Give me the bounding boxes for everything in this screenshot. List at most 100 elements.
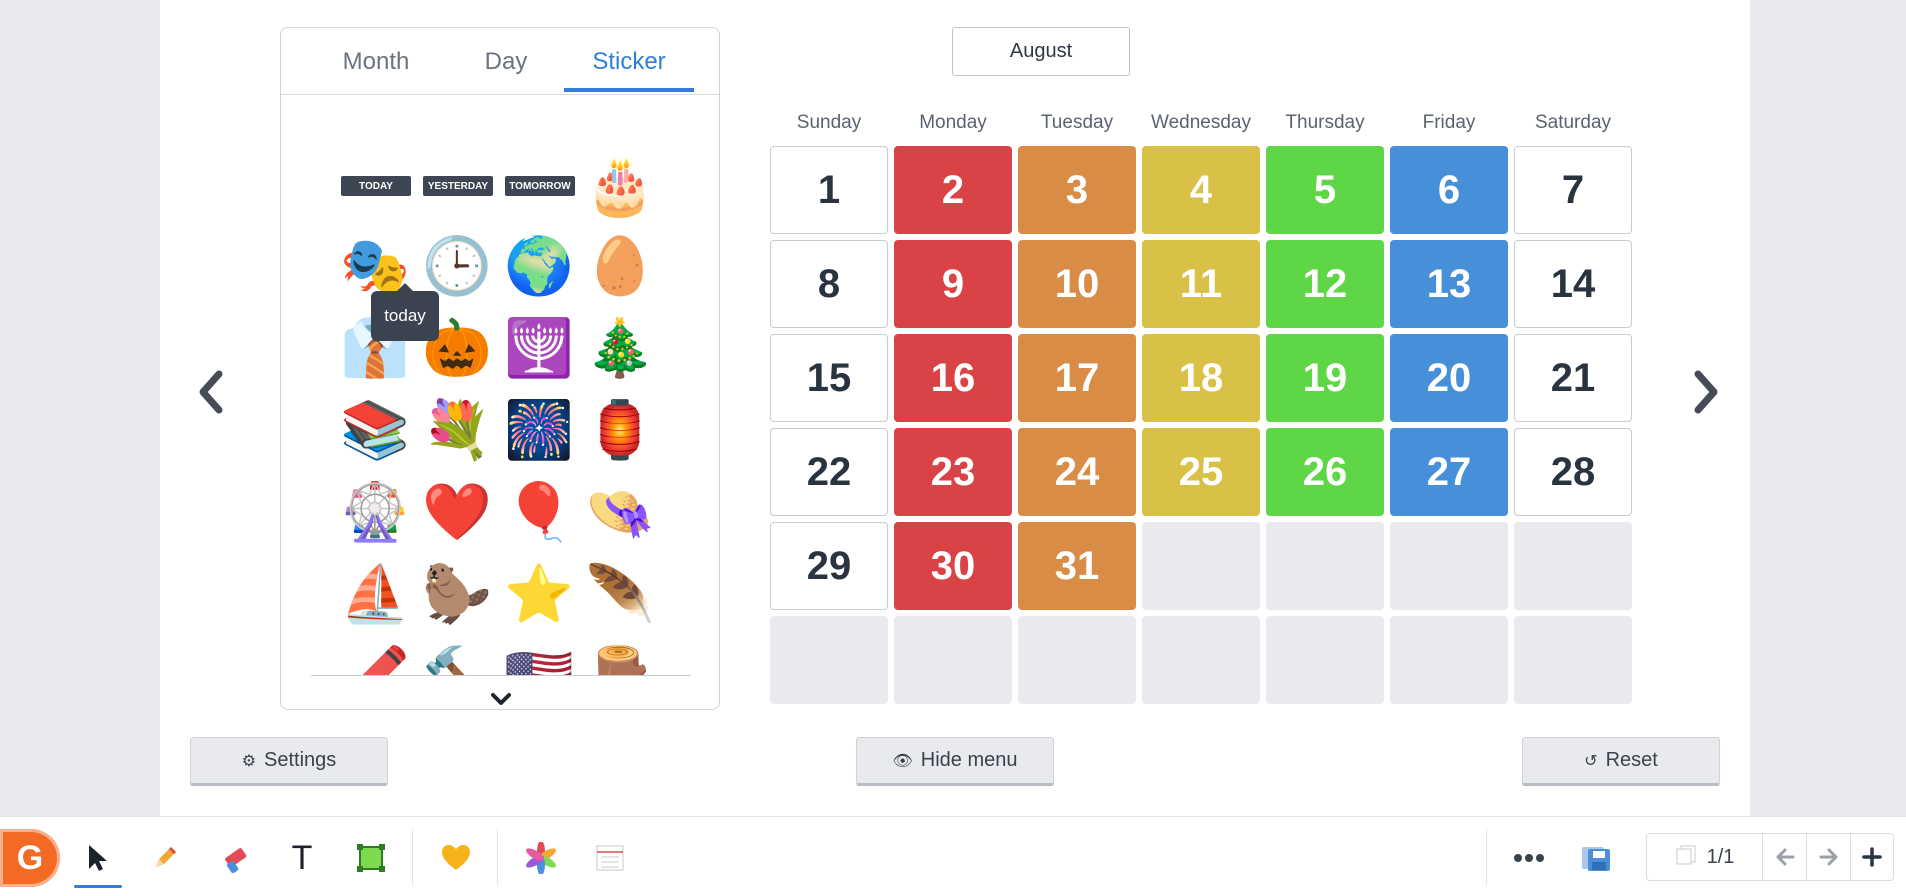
day-cell[interactable]: 20 — [1390, 334, 1508, 422]
app-logo[interactable]: G — [0, 829, 60, 887]
save-icon[interactable] — [1573, 835, 1619, 881]
settings-button[interactable]: ⚙ Settings — [190, 737, 388, 786]
sticker-tomorrow-chip[interactable]: TOMORROW — [505, 176, 575, 196]
empty-day-cell[interactable] — [1018, 616, 1136, 704]
empty-day-cell[interactable] — [1514, 616, 1632, 704]
day-cell[interactable]: 8 — [770, 240, 888, 328]
day-cell[interactable]: 7 — [1514, 146, 1632, 234]
books-sticker[interactable]: 📚 — [340, 398, 410, 461]
pointer-icon[interactable] — [75, 835, 121, 881]
lantern-sticker[interactable]: 🏮 — [585, 398, 655, 461]
empty-day-cell[interactable] — [1266, 522, 1384, 610]
tab-sticker[interactable]: Sticker — [592, 48, 666, 75]
balloons-100-sticker[interactable]: 🎈 — [504, 480, 574, 543]
sticker-yesterday-chip[interactable]: YESTERDAY — [423, 176, 493, 196]
settings-label: Settings — [264, 749, 337, 771]
star-sticker[interactable]: ⭐ — [504, 562, 574, 625]
day-cell[interactable]: 30 — [894, 522, 1012, 610]
day-cell[interactable]: 5 — [1266, 146, 1384, 234]
month-selector[interactable]: August — [952, 27, 1130, 76]
menorah-sticker[interactable]: 🕎 — [504, 316, 574, 379]
day-cell[interactable]: 2 — [894, 146, 1012, 234]
day-cell[interactable]: 10 — [1018, 240, 1136, 328]
firework-sticker[interactable]: 🎆 — [504, 398, 574, 461]
bottom-toolbar: G T — [0, 816, 1906, 896]
day-cell[interactable]: 17 — [1018, 334, 1136, 422]
page-indicator[interactable]: 1/1 — [1647, 834, 1763, 880]
shape-tool-icon[interactable] — [348, 835, 394, 881]
eraser-icon[interactable] — [212, 835, 258, 881]
reset-icon: ↺ — [1584, 752, 1598, 770]
day-cell[interactable]: 21 — [1514, 334, 1632, 422]
weekday-header-wednesday: Wednesday — [1151, 112, 1251, 133]
day-cell[interactable]: 4 — [1142, 146, 1260, 234]
birthday-cake-sticker[interactable]: 🎂 — [585, 154, 655, 217]
flag-sticker[interactable]: 🇺🇸 — [504, 644, 574, 676]
day-cell[interactable]: 27 — [1390, 428, 1508, 516]
notepad-icon[interactable] — [587, 835, 633, 881]
hide-menu-button[interactable]: 👁 Hide menu — [856, 737, 1054, 786]
day-cell[interactable]: 26 — [1266, 428, 1384, 516]
sticker-heart-icon[interactable] — [433, 835, 479, 881]
day-cell[interactable]: 9 — [894, 240, 1012, 328]
day-cell[interactable]: 19 — [1266, 334, 1384, 422]
day-cell[interactable]: 22 — [770, 428, 888, 516]
bouquet-sticker[interactable]: 💐 — [422, 398, 492, 461]
globe-sticker[interactable]: 🌍 — [504, 234, 574, 297]
more-options-icon[interactable] — [1506, 835, 1552, 881]
color-wheel-icon[interactable] — [518, 835, 564, 881]
day-cell[interactable]: 1 — [770, 146, 888, 234]
log-sticker[interactable]: 🪵 — [585, 644, 655, 676]
day-cell[interactable]: 28 — [1514, 428, 1632, 516]
christmas-tree-sticker[interactable]: 🎄 — [585, 316, 655, 379]
weekday-header-saturday: Saturday — [1534, 112, 1612, 133]
day-cell[interactable]: 11 — [1142, 240, 1260, 328]
next-page-button[interactable] — [1807, 834, 1851, 880]
empty-day-cell[interactable] — [1390, 522, 1508, 610]
reset-button[interactable]: ↺ Reset — [1522, 737, 1720, 786]
empty-day-cell[interactable] — [1142, 616, 1260, 704]
heart-sticker[interactable]: ❤️ — [422, 480, 492, 543]
empty-day-cell[interactable] — [1390, 616, 1508, 704]
day-cell[interactable]: 14 — [1514, 240, 1632, 328]
day-cell[interactable]: 31 — [1018, 522, 1136, 610]
easter-egg-sticker[interactable]: 🥚 — [585, 234, 655, 297]
empty-day-cell[interactable] — [1266, 616, 1384, 704]
sticker-today-chip[interactable]: TODAY — [341, 176, 411, 196]
ship-sticker[interactable]: ⛵ — [340, 562, 410, 625]
toolbar-divider — [497, 829, 498, 885]
active-tab-indicator — [564, 88, 694, 92]
ferris-wheel-sticker[interactable]: 🎡 — [340, 480, 410, 543]
clock-sticker[interactable]: 🕒 — [422, 234, 492, 297]
empty-day-cell[interactable] — [770, 616, 888, 704]
day-cell[interactable]: 12 — [1266, 240, 1384, 328]
day-cell[interactable]: 13 — [1390, 240, 1508, 328]
groundhog-sticker[interactable]: 🦫 — [422, 562, 492, 625]
crayons-sticker[interactable]: 🖍️ — [340, 644, 410, 676]
previous-month-arrow[interactable] — [195, 370, 227, 414]
day-cell[interactable]: 23 — [894, 428, 1012, 516]
day-cell[interactable]: 24 — [1018, 428, 1136, 516]
empty-day-cell[interactable] — [1142, 522, 1260, 610]
text-tool-icon[interactable]: T — [291, 838, 313, 877]
day-cell[interactable]: 18 — [1142, 334, 1260, 422]
pencil-icon[interactable] — [142, 835, 188, 881]
day-cell[interactable]: 3 — [1018, 146, 1136, 234]
day-cell[interactable]: 25 — [1142, 428, 1260, 516]
day-cell[interactable]: 29 — [770, 522, 888, 610]
sombrero-sticker[interactable]: 👒 — [585, 480, 655, 543]
next-month-arrow[interactable] — [1690, 370, 1722, 414]
hammer-sticker[interactable]: 🔨 — [422, 644, 492, 676]
empty-day-cell[interactable] — [1514, 522, 1632, 610]
day-cell[interactable]: 16 — [894, 334, 1012, 422]
tab-month[interactable]: Month — [342, 48, 410, 75]
day-cell[interactable]: 6 — [1390, 146, 1508, 234]
tab-day[interactable]: Day — [484, 48, 528, 75]
chevron-down-icon[interactable] — [486, 690, 516, 710]
add-page-button[interactable] — [1851, 834, 1893, 880]
previous-page-button[interactable] — [1763, 834, 1807, 880]
sticker-grid[interactable]: TODAY YESTERDAY TOMORROW 🎂 🎭 🕒 🌍 🥚 👔 🎃 🕎… — [311, 96, 691, 676]
dreamcatcher-sticker[interactable]: 🪶 — [585, 562, 655, 625]
day-cell[interactable]: 15 — [770, 334, 888, 422]
empty-day-cell[interactable] — [894, 616, 1012, 704]
